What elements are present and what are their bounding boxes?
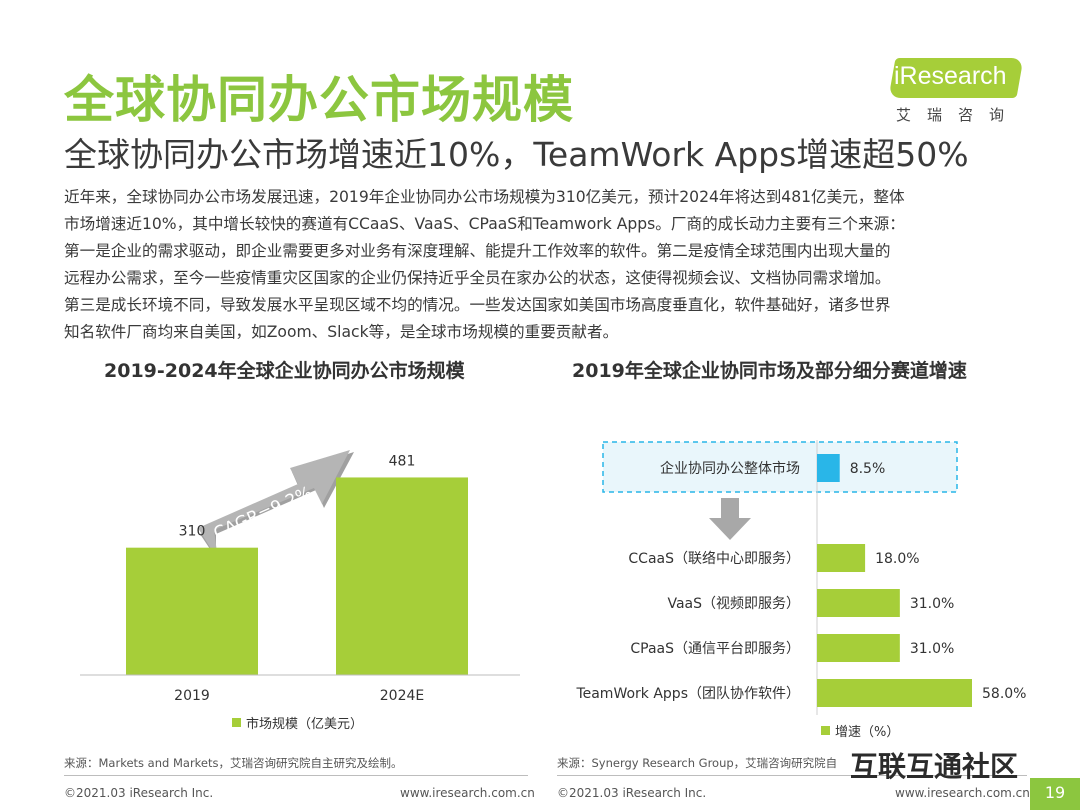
body-line: 近年来，全球协同办公市场发展迅速，2019年企业协同办公市场规模为310亿美元，… xyxy=(64,188,905,206)
y-tick-label: TeamWork Apps（团队协作软件） xyxy=(575,686,800,702)
legend-label: 增速（%） xyxy=(835,725,899,740)
legend-swatch xyxy=(232,718,241,727)
x-tick-label: 2019 xyxy=(174,688,210,704)
logo-brand: iResearch xyxy=(894,62,1007,90)
down-arrow-icon xyxy=(709,498,751,540)
source-right: 来源：Synergy Research Group，艾瑞咨询研究院自 xyxy=(557,756,838,770)
footer-divider-right xyxy=(557,775,1027,776)
bar-value-label: 8.5% xyxy=(850,461,886,477)
source-left: 来源：Markets and Markets，艾瑞咨询研究院自主研究及绘制。 xyxy=(64,756,403,770)
market-size-chart: CAGR=9.2% 310 2019 481 2024E 市场规模（亿美元） xyxy=(80,450,520,732)
body-line: 市场增速近10%，其中增长较快的赛道有CCaaS、VaaS、CPaaS和Team… xyxy=(64,215,905,233)
x-tick-label: 2024E xyxy=(380,688,424,704)
bar xyxy=(817,679,972,707)
growth-rate-chart: 8.5% 企业协同办公整体市场 18.0% CCaaS（联络中心即服务） 31.0% Va… xyxy=(575,440,1026,740)
page-number: 19 xyxy=(1030,778,1080,810)
bar xyxy=(126,547,258,675)
bar-value-label: 31.0% xyxy=(910,641,954,657)
legend-label: 市场规模（亿美元） xyxy=(246,716,363,732)
watermark-text: 互联互通社区 xyxy=(850,750,1019,783)
page-title: 全球协同办公市场规模 xyxy=(64,71,574,129)
y-tick-label: CPaaS（通信平台即服务） xyxy=(630,641,800,657)
bar xyxy=(817,454,840,482)
y-tick-label: VaaS（视频即服务） xyxy=(667,596,800,612)
footer-divider-left xyxy=(64,775,528,776)
right-chart-title: 2019年全球企业协同市场及部分细分赛道增速 xyxy=(572,360,967,382)
cagr-arrow-shade xyxy=(198,450,350,560)
bar xyxy=(817,544,866,572)
body-line: 第一是企业的需求驱动，即企业需要更多对业务有深度理解、能提升工作效率的软件。第二… xyxy=(64,242,891,260)
legend-swatch xyxy=(821,726,830,735)
body-line: 第三是成长环境不同，导致发展水平呈现区域不均的情况。一些发达国家如美国市场高度垂… xyxy=(64,296,891,314)
left-chart-title: 2019-2024年全球企业协同办公市场规模 xyxy=(104,360,465,382)
bar-value-label: 481 xyxy=(389,453,416,469)
bar xyxy=(817,589,900,617)
footer-copyright-right: ©2021.03 iResearch Inc. xyxy=(557,786,707,800)
bar-value-label: 31.0% xyxy=(910,596,954,612)
y-tick-label: 企业协同办公整体市场 xyxy=(660,460,800,477)
bar-value-label: 310 xyxy=(179,524,206,540)
page-subtitle: 全球协同办公市场增速近10%，TeamWork Apps增速超50% xyxy=(64,135,969,174)
body-line: 远程办公需求，至今一些疫情重灾区国家的企业仍保持近乎全员在家办公的状态，这使得视… xyxy=(64,269,891,287)
body-line: 知名软件厂商均来自美国，如Zoom、Slack等，是全球市场规模的重要贡献者。 xyxy=(64,323,619,341)
bar xyxy=(817,634,900,662)
cagr-label: CAGR=9.2% xyxy=(211,483,316,544)
bar xyxy=(336,477,468,675)
logo-brand-cn: 艾瑞咨询 xyxy=(896,106,1021,124)
bar-value-label: 18.0% xyxy=(875,551,919,567)
iresearch-logo: iResearch 艾瑞咨询 xyxy=(880,58,1040,128)
y-tick-label: CCaaS（联络中心即服务） xyxy=(628,551,800,567)
footer-url-left[interactable]: www.iresearch.com.cn xyxy=(400,786,535,800)
footer-copyright-left: ©2021.03 iResearch Inc. xyxy=(64,786,214,800)
bar-value-label: 58.0% xyxy=(982,686,1026,702)
footer-url-right[interactable]: www.iresearch.com.cn xyxy=(895,786,1030,800)
highlight-box xyxy=(602,441,958,493)
body-paragraph: 近年来，全球协同办公市场发展迅速，2019年企业协同办公市场规模为310亿美元，… xyxy=(64,184,1039,346)
